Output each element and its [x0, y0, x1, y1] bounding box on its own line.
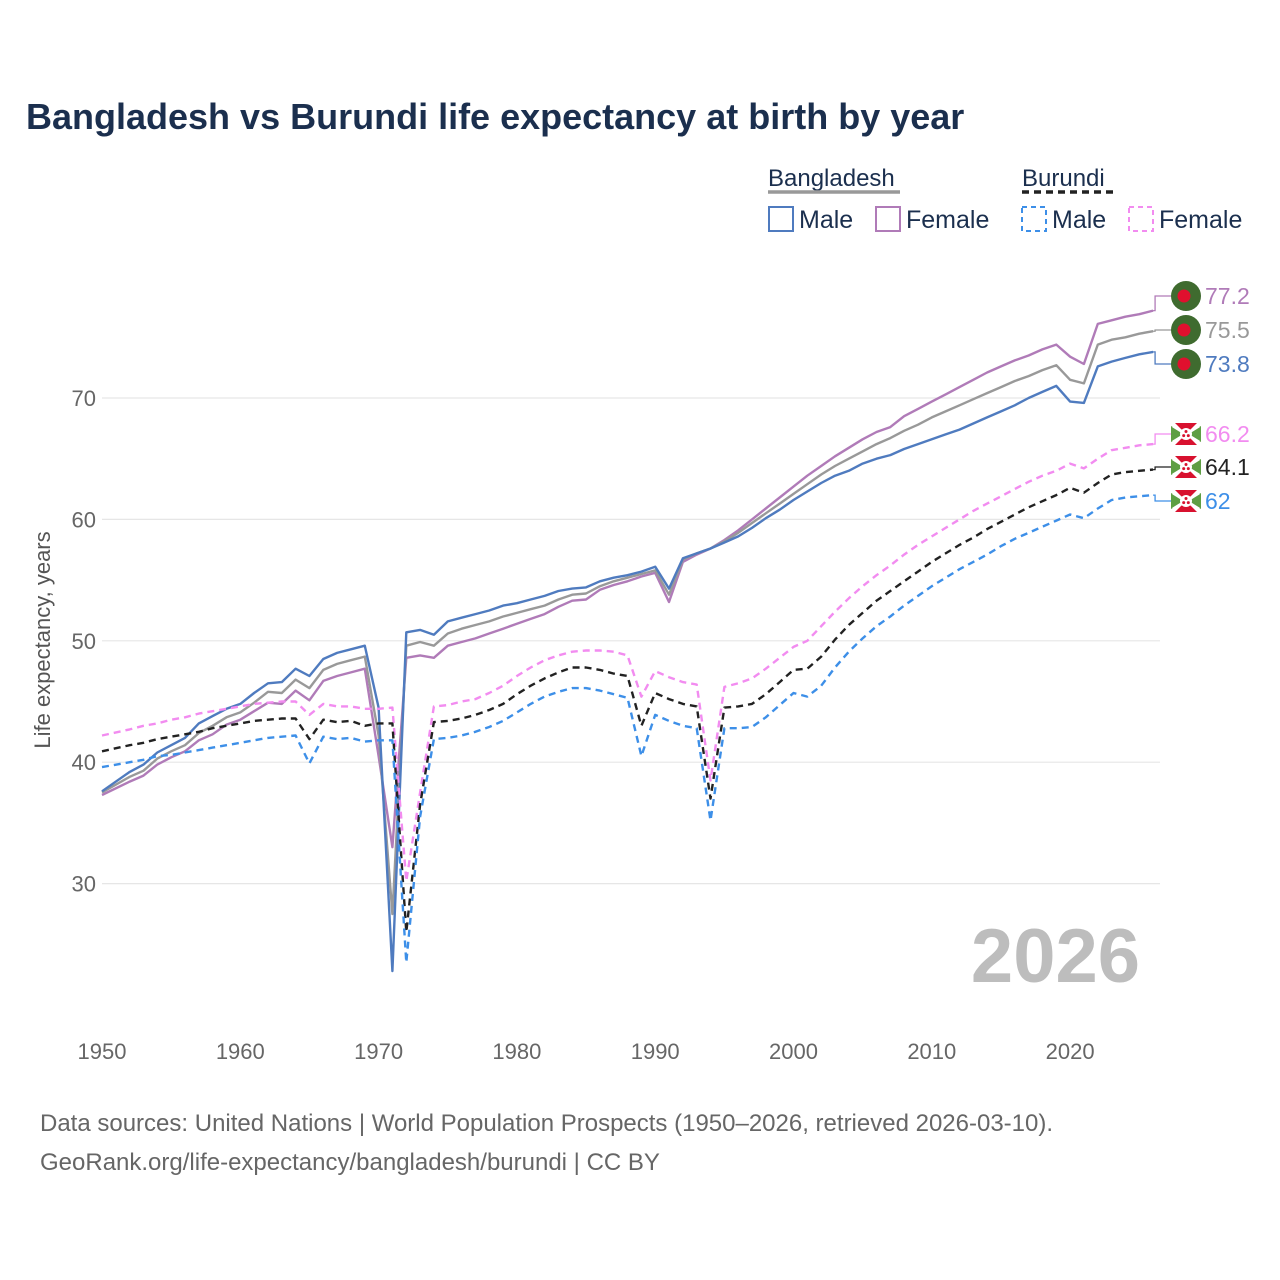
legend: Bangladesh Male Female Burundi Male Fema…: [768, 165, 1242, 234]
legend-group-burundi: Burundi: [1022, 165, 1105, 192]
end-connector-bi-female: [1153, 433, 1172, 445]
x-tick-2010: 2010: [907, 1039, 956, 1064]
bangladesh-flag-icon: [1171, 281, 1201, 311]
series-line-bi-male: [101, 493, 1154, 964]
source-line-1: Data sources: United Nations | World Pop…: [40, 1110, 1053, 1137]
end-label-bi-female: 66.2: [1205, 421, 1250, 447]
end-labels: 77.2 75.5 73.8 66.2 64.1 62: [1153, 281, 1250, 516]
end-connector-bi-male: [1153, 494, 1172, 502]
end-label-bd-male: 73.8: [1205, 351, 1250, 377]
chart-title: Bangladesh vs Burundi life expectancy at…: [26, 96, 964, 137]
burundi-flag-icon: [1171, 486, 1201, 516]
burundi-flag-icon: [1171, 419, 1201, 449]
y-axis-ticks: 30 40 50 60 70: [72, 386, 96, 897]
end-connector-bi-total: [1153, 466, 1172, 471]
bangladesh-flag-icon: [1171, 349, 1201, 379]
bangladesh-flag-icon: [1171, 315, 1201, 345]
legend-burundi-female-label: Female: [1159, 206, 1242, 234]
burundi-flag-icon: [1171, 452, 1201, 482]
current-year-label: 2026: [971, 914, 1140, 999]
series-line-bi-female: [101, 442, 1154, 883]
legend-burundi-female-swatch: [1128, 206, 1154, 232]
series-line-bd-male: [101, 350, 1154, 973]
series-line-bd-total: [101, 330, 1154, 916]
end-label-bi-male: 62: [1205, 488, 1231, 514]
gridlines: [102, 397, 1160, 885]
y-tick-70: 70: [72, 386, 96, 411]
x-tick-1970: 1970: [354, 1039, 403, 1064]
x-tick-1950: 1950: [78, 1039, 127, 1064]
x-tick-1960: 1960: [216, 1039, 265, 1064]
x-tick-2000: 2000: [769, 1039, 818, 1064]
x-axis-ticks: 1950 1960 1970 1980 1990 2000 2010 2020: [78, 1039, 1095, 1064]
series-layer: [101, 309, 1154, 973]
x-tick-1980: 1980: [492, 1039, 541, 1064]
y-tick-30: 30: [72, 872, 96, 897]
x-tick-2020: 2020: [1046, 1039, 1095, 1064]
series-line-bi-total: [101, 468, 1154, 934]
series-line-bd-female: [101, 309, 1154, 849]
legend-bangladesh-male-swatch: [768, 206, 794, 232]
legend-group-bangladesh: Bangladesh: [768, 165, 895, 192]
end-connector-bd-female: [1153, 295, 1172, 312]
y-axis-label: Life expectancy, years: [30, 531, 55, 748]
legend-bangladesh-male-label: Male: [799, 206, 853, 234]
y-tick-60: 60: [72, 507, 96, 532]
y-tick-40: 40: [72, 750, 96, 775]
legend-burundi-male-swatch: [1021, 206, 1047, 232]
end-label-bi-total: 64.1: [1205, 454, 1250, 480]
end-label-bd-female: 77.2: [1205, 283, 1250, 309]
end-label-bd-total: 75.5: [1205, 317, 1250, 343]
legend-burundi-male-label: Male: [1052, 206, 1106, 234]
y-tick-50: 50: [72, 629, 96, 654]
source-line-2: GeoRank.org/life-expectancy/bangladesh/b…: [40, 1149, 660, 1176]
legend-bangladesh-female-swatch: [875, 206, 901, 232]
legend-bangladesh-female-label: Female: [906, 206, 989, 234]
end-connector-bd-male: [1153, 351, 1172, 365]
end-connector-bd-total: [1153, 329, 1172, 332]
x-tick-1990: 1990: [631, 1039, 680, 1064]
